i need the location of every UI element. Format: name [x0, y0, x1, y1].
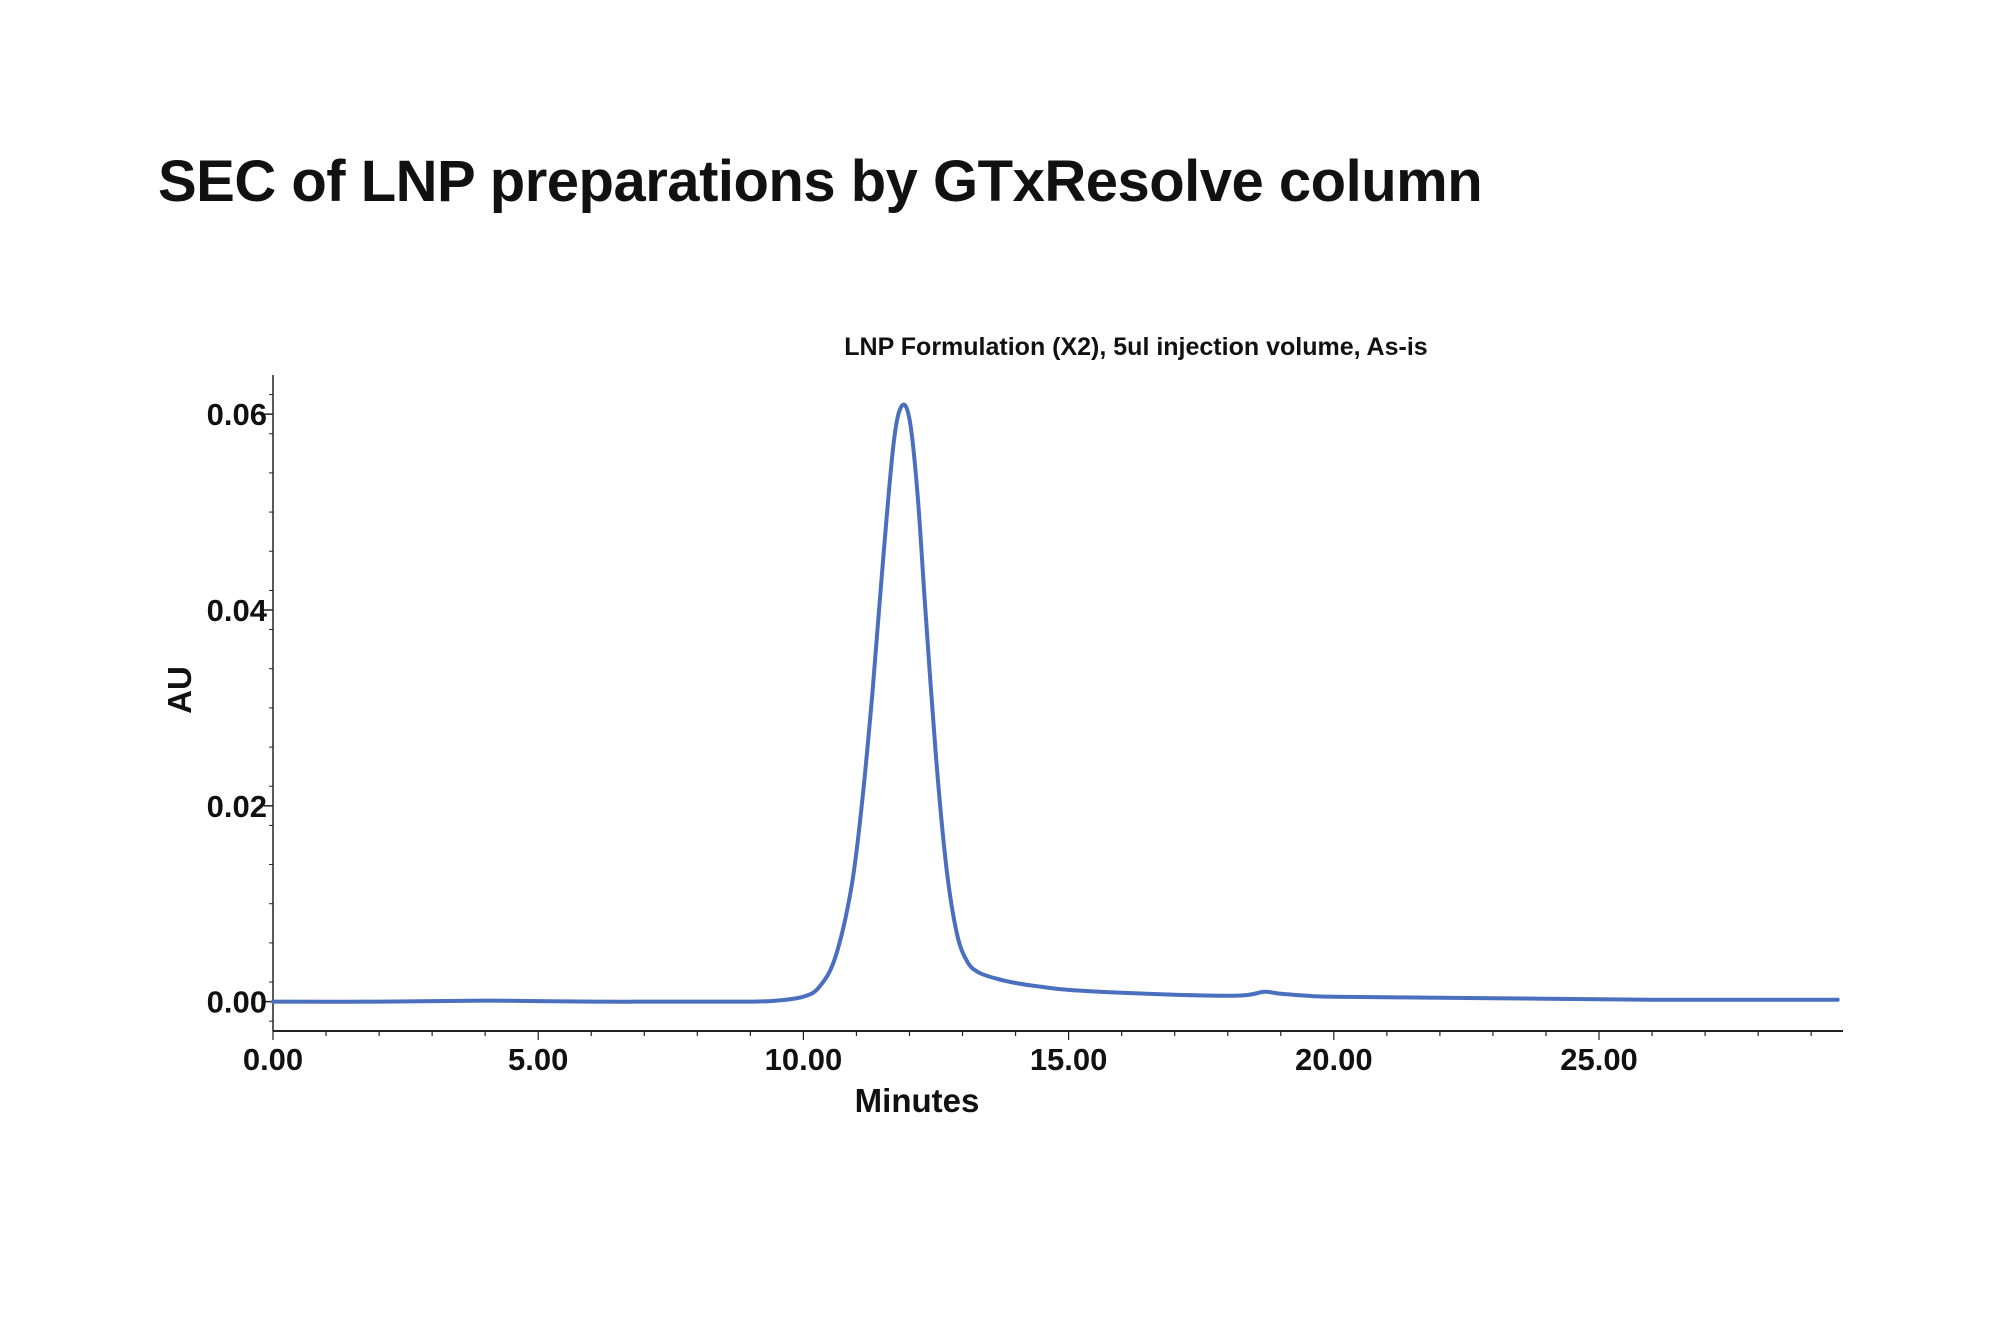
- chromatogram-line: [271, 402, 1840, 1004]
- chart-ticks: 0.00 5.00 10.00 15.00 20.00 25.00 0.00 0.02 0.04…: [207, 394, 1812, 1077]
- x-axis-label: Minutes: [855, 1082, 980, 1119]
- x-tick-label: 25.00: [1560, 1042, 1638, 1077]
- y-tick-label: 0.02: [207, 789, 267, 824]
- y-tick-label: 0.00: [207, 985, 267, 1020]
- series-layer: [271, 402, 1840, 1004]
- x-tick-label: 20.00: [1295, 1042, 1373, 1077]
- x-tick-label: 10.00: [765, 1042, 843, 1077]
- x-tick-label: 15.00: [1030, 1042, 1108, 1077]
- chart-axes: [272, 375, 1843, 1032]
- y-tick-label: 0.06: [207, 397, 267, 432]
- x-tick-label: 5.00: [508, 1042, 568, 1077]
- page-title: SEC of LNP preparations by GTxResolve co…: [158, 149, 1483, 214]
- y-axis-label: AU: [161, 666, 198, 714]
- x-tick-label: 0.00: [243, 1042, 303, 1077]
- chart-title: LNP Formulation (X2), 5ul injection volu…: [844, 333, 1427, 361]
- y-tick-label: 0.04: [207, 593, 268, 628]
